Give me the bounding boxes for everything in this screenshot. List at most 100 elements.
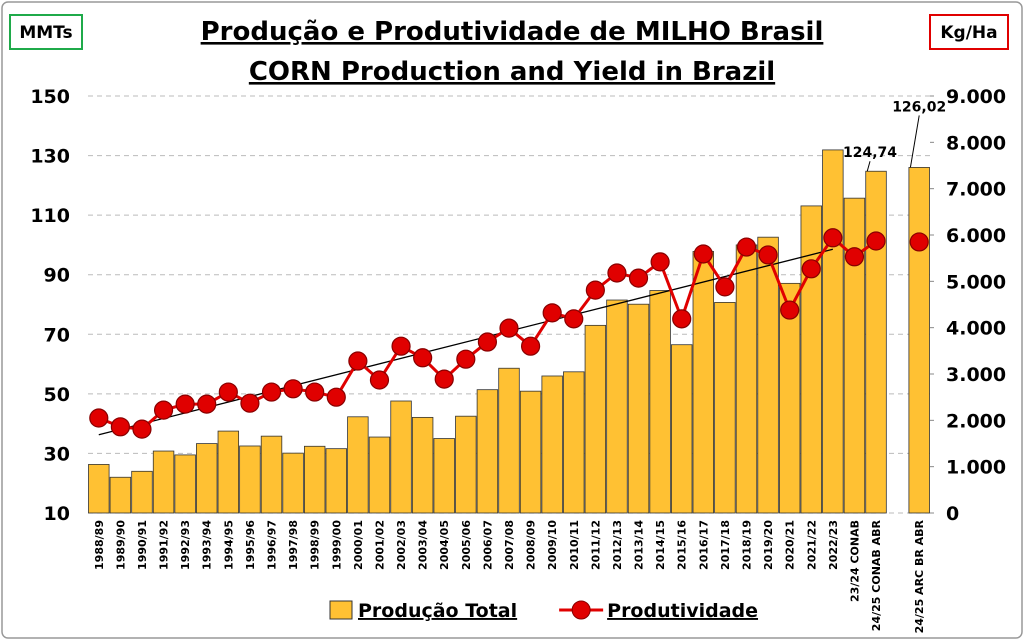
x-tick-label: 2022/23 <box>827 520 840 570</box>
x-tick-label: 2004/05 <box>438 520 451 570</box>
bar <box>563 371 585 514</box>
bar <box>606 299 628 514</box>
y-label-box <box>9 14 83 50</box>
x-tick-label: 1996/97 <box>266 520 279 570</box>
bar <box>498 367 520 514</box>
chart-title: Produção e Produtividade de MILHO Brasil <box>201 17 824 47</box>
marker <box>607 263 627 283</box>
y2-tick-label: 3.000 <box>946 364 1006 386</box>
marker <box>132 419 152 439</box>
marker <box>110 417 130 437</box>
marker <box>434 369 454 389</box>
marker <box>693 244 713 264</box>
marker <box>456 349 476 369</box>
x-tick-label: 2006/07 <box>481 520 494 570</box>
bar <box>131 470 153 514</box>
x-tick-label: 1990/91 <box>136 520 149 570</box>
x-tick-label: 2003/04 <box>417 520 430 570</box>
marker <box>240 393 260 413</box>
y2-tick-label: 4.000 <box>946 318 1006 340</box>
bar <box>152 450 175 514</box>
x-tick-label: 2011/12 <box>589 520 602 570</box>
y2-tick-label: 2.000 <box>946 410 1006 432</box>
legend-swatch <box>329 600 353 620</box>
y2-axis-label: Kg/Ha <box>940 23 997 43</box>
marker <box>175 394 195 414</box>
bar <box>519 390 542 514</box>
x-tick-label: 1989/90 <box>114 520 127 570</box>
x-tick-label: 1994/95 <box>222 520 235 570</box>
marker <box>650 252 670 272</box>
bar <box>541 375 563 514</box>
marker <box>801 259 821 279</box>
bar <box>692 251 715 514</box>
x-tick-label: 24/25 ARC BR ABR <box>913 519 926 633</box>
marker <box>369 370 390 390</box>
x-tick-label: 2007/08 <box>503 520 516 570</box>
y-tick-label: 50 <box>44 384 70 406</box>
marker <box>283 379 303 399</box>
chart-subtitle: CORN Production and Yield in Brazil <box>249 57 775 87</box>
y-tick-label: 130 <box>30 146 70 168</box>
marker <box>909 232 929 252</box>
x-tick-label: 2002/03 <box>395 520 408 570</box>
x-tick-label: 2008/09 <box>525 520 538 570</box>
bar <box>174 454 196 514</box>
y2-tick-label: 0 <box>946 503 959 525</box>
bar <box>109 476 132 514</box>
bar <box>411 416 434 514</box>
bar <box>627 303 650 514</box>
x-tick-label: 1997/98 <box>287 520 300 570</box>
marker <box>758 245 778 265</box>
bar <box>303 445 326 514</box>
legend-label: Produção Total <box>358 600 517 622</box>
marker <box>499 318 519 338</box>
marker <box>823 228 843 248</box>
x-tick-label: 2017/18 <box>719 520 732 570</box>
x-tick-label: 1993/94 <box>201 520 214 570</box>
marker <box>564 309 584 329</box>
bar <box>260 435 283 514</box>
x-tick-label: 2016/17 <box>697 520 710 570</box>
marker <box>628 268 649 288</box>
marker <box>477 332 498 352</box>
x-tick-label: 1992/93 <box>179 520 192 570</box>
y2-tick-label: 9.000 <box>946 86 1006 108</box>
y-axis-label: MMTs <box>19 23 72 43</box>
marker <box>780 300 800 320</box>
bar <box>649 290 671 514</box>
marker <box>866 231 886 251</box>
bar <box>584 324 607 514</box>
bar <box>282 452 304 514</box>
y-tick-label: 70 <box>44 324 70 346</box>
y-tick-label: 10 <box>44 503 70 525</box>
marker <box>844 247 865 267</box>
x-tick-label: 23/24 CONAB <box>848 520 861 602</box>
x-tick-label: 2013/14 <box>633 520 646 570</box>
label-leader <box>866 161 871 172</box>
legend-label: Produtividade <box>607 600 758 622</box>
bar <box>714 302 736 514</box>
bar <box>476 389 499 514</box>
bar <box>88 464 110 514</box>
bar <box>455 415 477 514</box>
marker <box>305 382 325 402</box>
bar <box>822 149 844 514</box>
x-tick-label: 1995/96 <box>244 520 257 570</box>
bar <box>843 197 866 514</box>
x-tick-label: 1999/00 <box>330 520 343 570</box>
x-tick-label: 2009/10 <box>546 520 559 570</box>
marker <box>218 382 238 402</box>
bar <box>778 282 801 514</box>
trend-line <box>98 248 834 436</box>
bar <box>368 436 391 514</box>
marker <box>89 408 109 428</box>
bar <box>757 236 779 514</box>
bar <box>217 430 240 514</box>
x-tick-label: 2012/13 <box>611 520 624 570</box>
bar <box>671 344 693 514</box>
marker <box>391 336 411 356</box>
y2-tick-label: 1.000 <box>946 457 1006 479</box>
x-tick-label: 1998/99 <box>309 520 322 570</box>
